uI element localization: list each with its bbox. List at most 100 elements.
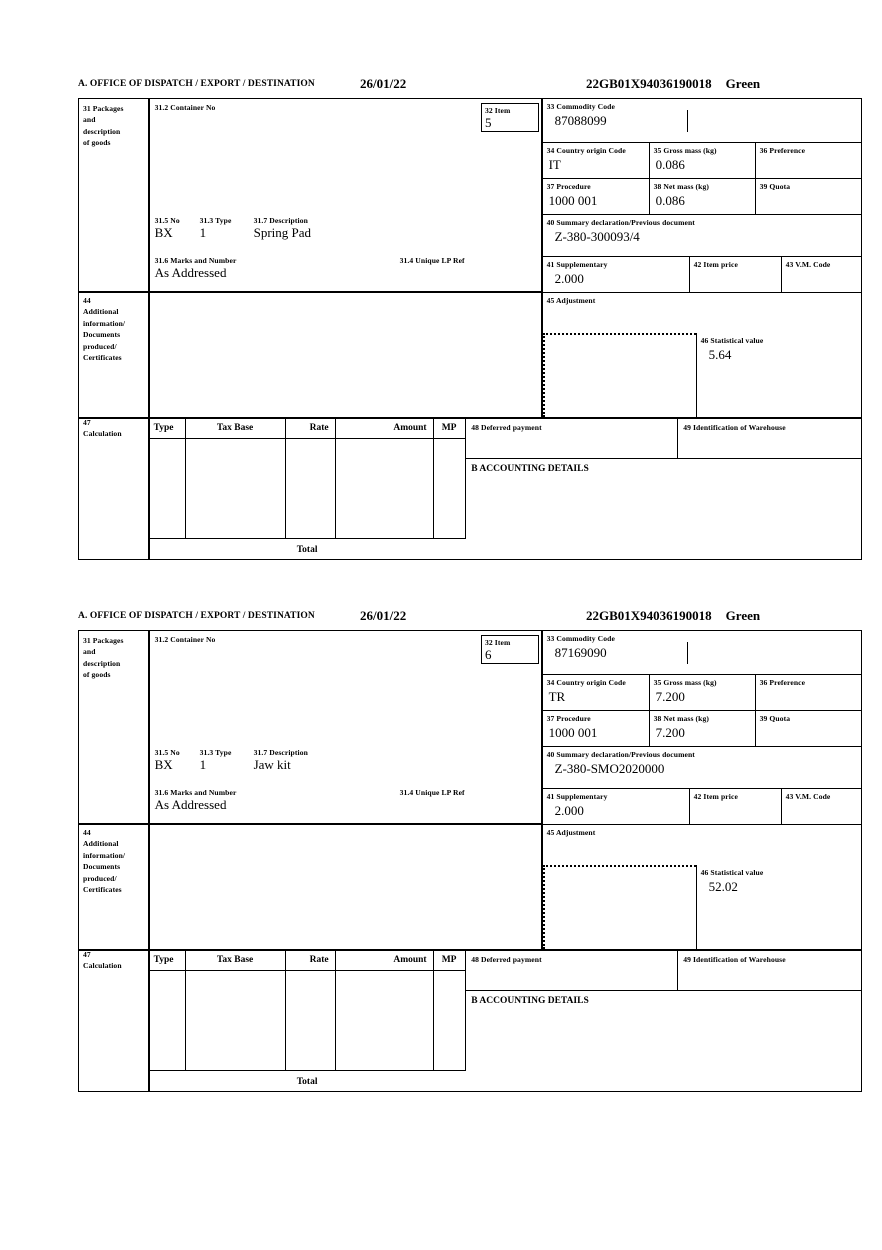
box44-additional-information: [150, 293, 542, 417]
box38-net-mass: 38 Net mass (kg) 7.200: [649, 711, 756, 747]
box36-label: 36 Preference: [759, 146, 806, 155]
box33-commodity-code: 33 Commodity Code 87088099: [542, 99, 862, 143]
calculation-total-row: Total: [150, 539, 465, 559]
box45-continuation-dotted-area: [542, 865, 696, 949]
box48-deferred-payment: 48 Deferred payment: [466, 418, 679, 458]
calc-cell-type[interactable]: [150, 438, 186, 538]
box31-3-type-value: 1: [199, 757, 207, 772]
calc-col-type: Type: [150, 418, 186, 438]
box38-net-mass: 38 Net mass (kg) 0.086: [649, 179, 756, 215]
calculation-right-divider: [464, 418, 467, 539]
left-column-divider: [148, 631, 150, 1091]
box31-label: 31 Packages and description of goods: [83, 104, 124, 148]
box49-identification-of-warehouse: 49 Identification of Warehouse: [678, 419, 861, 458]
box33-value: 87088099: [554, 113, 607, 128]
box31-5-no-value: BX: [154, 757, 173, 772]
box37-label: 37 Procedure: [546, 182, 591, 191]
box35-gross-mass: 35 Gross mass (kg) 0.086: [649, 143, 756, 179]
calc-cell-mp[interactable]: [434, 439, 465, 538]
box35-label: 35 Gross mass (kg): [653, 678, 717, 687]
form-body: 31 Packages and description of goods 44 …: [78, 630, 862, 1092]
calc-total-label: Total: [296, 1076, 318, 1087]
box42-label: 42 Item price: [693, 792, 738, 801]
reference-number: 22GB01X94036190018: [586, 608, 712, 623]
reference-number: 22GB01X94036190018: [586, 76, 712, 91]
box40-label: 40 Summary declaration/Previous document: [546, 750, 695, 759]
left-label-column: 31 Packages and description of goods 44 …: [79, 99, 148, 559]
box37-procedure: 37 Procedure 1000 001: [542, 711, 650, 747]
calc-cell-type[interactable]: [150, 970, 186, 1070]
box31-5-no-label: 31.5 No: [154, 748, 180, 757]
box40-label: 40 Summary declaration/Previous document: [546, 218, 695, 227]
calc-cell-rate[interactable]: [286, 438, 336, 538]
center-divider: [541, 631, 543, 949]
calc-cell-mp[interactable]: [434, 971, 465, 1070]
box35-label: 35 Gross mass (kg): [653, 146, 717, 155]
box39-label: 39 Quota: [759, 714, 791, 723]
calc-cell-rate[interactable]: [286, 970, 336, 1070]
box31-2-container-no-label: 31.2 Container No: [154, 635, 216, 644]
box48-label: 48 Deferred payment: [471, 954, 542, 964]
box42-label: 42 Item price: [693, 260, 738, 269]
box31-4-lpref-label: 31.4 Unique LP Ref: [399, 788, 465, 797]
copy-colour: Green: [725, 76, 761, 91]
box36-preference: 36 Preference: [755, 675, 862, 711]
boxB-accounting-details: B ACCOUNTING DETAILS: [466, 992, 861, 1092]
box43-label: 43 V.M. Code: [785, 792, 831, 801]
box34-value: TR: [548, 689, 566, 704]
box48-label: 48 Deferred payment: [471, 422, 542, 432]
calc-col-mp: MP: [441, 954, 457, 965]
box41-supplementary: 41 Supplementary 2.000: [542, 789, 690, 825]
box40-summary-declaration: 40 Summary declaration/Previous document…: [542, 215, 862, 257]
calc-col-mp: MP: [441, 422, 457, 433]
calculation-total-row: Total: [150, 1071, 465, 1091]
box34-label: 34 Country origin Code: [546, 678, 626, 687]
right-field-grid: 33 Commodity Code 87169090 34 Country or…: [542, 631, 862, 949]
calc-cell-amount[interactable]: [336, 438, 434, 538]
box38-label: 38 Net mass (kg): [653, 714, 709, 723]
customs-form-item-5: A. OFFICE OF DISPATCH / EXPORT / DESTINA…: [78, 76, 862, 560]
box40-value: Z-380-300093/4: [554, 229, 640, 244]
box42-item-price: 42 Item price: [689, 789, 782, 825]
box35-value: 7.200: [655, 689, 685, 704]
box31-7-description-value: Spring Pad: [253, 225, 312, 240]
box48-deferred-payment: 48 Deferred payment: [466, 950, 679, 990]
calculation-body-rows: [149, 438, 465, 539]
box49-label: 49 Identification of Warehouse: [683, 954, 786, 964]
declaration-reference: 22GB01X94036190018 Green: [586, 76, 760, 92]
box35-value: 0.086: [655, 157, 685, 172]
box38-label: 38 Net mass (kg): [653, 182, 709, 191]
calc-col-rate: Rate: [286, 418, 336, 438]
box31-6-marks-label: 31.6 Marks and Number: [154, 256, 237, 265]
commodity-code-separator-tick: [686, 110, 689, 132]
box44-label: 44 Additional information/ Documents pro…: [83, 296, 126, 363]
box37-procedure: 37 Procedure 1000 001: [542, 179, 650, 215]
left-column-divider: [148, 99, 150, 559]
form-header: A. OFFICE OF DISPATCH / EXPORT / DESTINA…: [78, 76, 862, 98]
box31-2-container-no-label: 31.2 Container No: [154, 103, 216, 112]
box37-label: 37 Procedure: [546, 714, 591, 723]
box39-quota: 39 Quota: [755, 711, 862, 747]
box31-label: 31 Packages and description of goods: [83, 636, 124, 680]
box43-vm-code: 43 V.M. Code: [781, 257, 862, 293]
calc-cell-tax-base[interactable]: [186, 970, 286, 1070]
box31-5-no-value: BX: [154, 225, 173, 240]
box33-commodity-code: 33 Commodity Code 87169090: [542, 631, 862, 675]
box47-label: 47 Calculation: [83, 950, 122, 971]
calculation-right-divider: [464, 950, 467, 1071]
calc-cell-tax-base[interactable]: [186, 438, 286, 538]
box32-value: 6: [485, 647, 492, 662]
form-body: 31 Packages and description of goods 44 …: [78, 98, 862, 560]
box34-country-origin: 34 Country origin Code TR: [542, 675, 650, 711]
box31-4-lpref-label: 31.4 Unique LP Ref: [399, 256, 465, 265]
declaration-date: 26/01/22: [360, 76, 407, 91]
box41-label: 41 Supplementary: [546, 260, 608, 269]
box31-goods-description: 31.2 Container No 31.5 No 31.3 Type 31.7…: [150, 99, 542, 291]
box38-value: 0.086: [655, 193, 685, 208]
box35-gross-mass: 35 Gross mass (kg) 7.200: [649, 675, 756, 711]
box36-label: 36 Preference: [759, 678, 806, 687]
box45-adjustment: 45 Adjustment: [543, 825, 862, 865]
calc-cell-amount[interactable]: [336, 970, 434, 1070]
calc-col-rate: Rate: [286, 950, 336, 970]
boxB-accounting-details: B ACCOUNTING DETAILS: [466, 460, 861, 560]
